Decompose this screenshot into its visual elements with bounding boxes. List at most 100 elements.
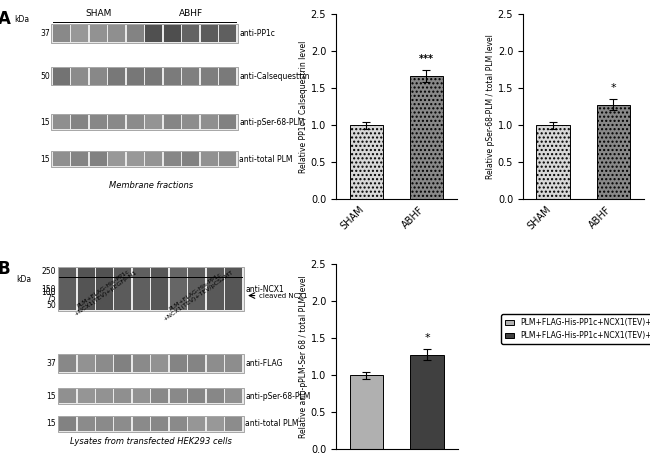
Bar xyxy=(164,115,181,129)
Text: PLM+FLAG-His-PP1c
+NCX1(TEV)+pEGFP-N1: PLM+FLAG-His-PP1c +NCX1(TEV)+pEGFP-N1 xyxy=(71,265,138,317)
Bar xyxy=(225,268,242,310)
Text: 15: 15 xyxy=(46,420,56,429)
Bar xyxy=(72,25,88,42)
Bar xyxy=(96,417,113,431)
FancyBboxPatch shape xyxy=(58,416,244,432)
Text: A: A xyxy=(0,10,10,28)
FancyBboxPatch shape xyxy=(51,151,237,167)
Text: 37: 37 xyxy=(40,29,50,38)
Text: ABHF: ABHF xyxy=(179,9,203,18)
Bar xyxy=(350,125,383,199)
Legend: PLM+FLAG-His-PP1c+NCX1(TEV)+pEGFP-N1, PLM+FLAG-His-PP1c+NCX1(TEV)+TEV/pCS2MT: PLM+FLAG-His-PP1c+NCX1(TEV)+pEGFP-N1, PL… xyxy=(501,314,650,344)
Bar xyxy=(114,355,131,372)
Bar xyxy=(188,417,205,431)
Bar xyxy=(53,25,70,42)
Bar xyxy=(201,25,218,42)
Text: 150: 150 xyxy=(42,285,56,294)
Bar xyxy=(90,25,107,42)
Bar xyxy=(207,268,224,310)
FancyBboxPatch shape xyxy=(51,67,237,86)
Bar xyxy=(114,268,131,310)
Bar xyxy=(151,268,168,310)
Y-axis label: Relative anti-pPLM-Ser 68 / total PLM level: Relative anti-pPLM-Ser 68 / total PLM le… xyxy=(299,275,308,438)
Text: anti-pSer-68-PLM: anti-pSer-68-PLM xyxy=(239,118,304,127)
FancyBboxPatch shape xyxy=(58,354,244,373)
Bar xyxy=(90,152,107,166)
Text: 75: 75 xyxy=(46,295,56,304)
FancyBboxPatch shape xyxy=(51,114,237,130)
Text: 100: 100 xyxy=(42,288,56,297)
Bar xyxy=(96,389,113,403)
Text: 250: 250 xyxy=(42,267,56,276)
Text: anti-Calsequestrin: anti-Calsequestrin xyxy=(239,72,309,81)
Bar xyxy=(182,115,199,129)
Text: 50: 50 xyxy=(46,301,56,310)
Text: SHAM: SHAM xyxy=(85,9,112,18)
Bar xyxy=(109,68,125,85)
Text: 15: 15 xyxy=(46,392,56,401)
Bar xyxy=(109,25,125,42)
Bar xyxy=(188,389,205,403)
Text: anti-total PLM: anti-total PLM xyxy=(245,420,299,429)
Text: Lysates from transfected HEK293 cells: Lysates from transfected HEK293 cells xyxy=(70,437,232,446)
Bar xyxy=(72,152,88,166)
Text: anti-pSer-68-PLM: anti-pSer-68-PLM xyxy=(245,392,311,401)
Bar xyxy=(114,389,131,403)
Bar xyxy=(151,417,168,431)
Bar xyxy=(170,389,187,403)
Bar xyxy=(207,389,224,403)
Bar xyxy=(201,68,218,85)
Bar xyxy=(77,355,94,372)
Y-axis label: Relative pSer-68-PLM / total PLM level: Relative pSer-68-PLM / total PLM level xyxy=(486,35,495,179)
Bar xyxy=(96,268,113,310)
Bar xyxy=(170,417,187,431)
Text: ***: *** xyxy=(419,54,434,64)
Bar xyxy=(133,417,150,431)
Bar xyxy=(53,152,70,166)
Text: Membrane fractions: Membrane fractions xyxy=(109,181,194,190)
Bar xyxy=(219,115,236,129)
Bar xyxy=(114,417,131,431)
Bar xyxy=(410,355,444,449)
Bar xyxy=(164,25,181,42)
Text: 15: 15 xyxy=(40,118,50,127)
Bar xyxy=(77,268,94,310)
Bar xyxy=(145,115,162,129)
Text: anti-total PLM: anti-total PLM xyxy=(239,155,292,164)
Bar xyxy=(90,68,107,85)
Bar xyxy=(133,389,150,403)
Text: anti-NCX1: anti-NCX1 xyxy=(245,285,284,294)
Bar xyxy=(77,389,94,403)
Bar xyxy=(53,115,70,129)
Bar xyxy=(109,152,125,166)
Bar xyxy=(188,355,205,372)
Bar xyxy=(59,417,76,431)
Text: 37: 37 xyxy=(46,359,56,368)
Bar xyxy=(72,68,88,85)
FancyBboxPatch shape xyxy=(58,267,244,311)
Bar xyxy=(53,68,70,85)
Bar xyxy=(536,125,569,199)
Bar xyxy=(182,68,199,85)
Bar xyxy=(59,268,76,310)
Bar xyxy=(597,105,630,199)
Bar xyxy=(145,68,162,85)
Bar xyxy=(207,417,224,431)
Bar xyxy=(219,152,236,166)
Bar xyxy=(164,152,181,166)
Bar xyxy=(170,268,187,310)
Bar xyxy=(182,25,199,42)
Bar xyxy=(109,115,125,129)
Bar xyxy=(133,268,150,310)
Bar xyxy=(201,152,218,166)
Bar xyxy=(145,152,162,166)
Bar xyxy=(225,417,242,431)
Bar xyxy=(219,68,236,85)
Bar xyxy=(201,115,218,129)
Bar xyxy=(59,355,76,372)
FancyBboxPatch shape xyxy=(58,388,244,404)
Bar xyxy=(127,25,144,42)
Bar xyxy=(133,355,150,372)
Bar xyxy=(96,355,113,372)
Y-axis label: Relative PP1c / Calsequestrin level: Relative PP1c / Calsequestrin level xyxy=(299,41,308,173)
